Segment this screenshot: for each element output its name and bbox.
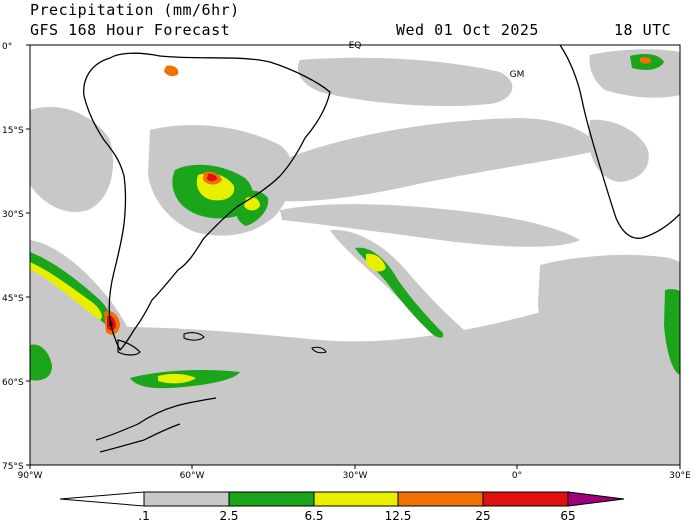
coastline-falklands — [183, 332, 205, 341]
precip-band-pacific-yellow — [30, 262, 102, 320]
precip-area-east-cyclone — [538, 254, 680, 382]
axis-ticks — [26, 44, 681, 469]
precip-area-atlantic-streaks — [260, 118, 600, 202]
lon-label-60w: 60°W — [180, 471, 205, 481]
colorbar-segment-0.1-2.5 — [143, 491, 230, 507]
precip-area-south-africa — [588, 119, 649, 182]
colorbar — [59, 491, 625, 507]
lat-label-60s: 60°S — [2, 378, 24, 388]
lon-label-30w: 30°W — [343, 471, 368, 481]
precip-band-west-edge — [30, 344, 52, 381]
chart-title: Precipitation (mm/6hr) — [30, 1, 240, 19]
precip-field — [30, 45, 680, 465]
lon-label-90w: 90°W — [18, 471, 43, 481]
coastline-south-georgia — [311, 346, 327, 354]
precip-area-north-atlantic — [297, 57, 513, 107]
colorbar-label-12.5: 12.5 — [384, 509, 412, 523]
colorbar-segment-below-0.1 — [59, 491, 145, 507]
lat-label-75s: 75°S — [2, 462, 24, 472]
coastline-tierra-del-fuego — [117, 339, 141, 356]
valid-date: Wed 01 Oct 2025 — [396, 21, 539, 39]
coastline-antarctic-peninsula — [95, 397, 217, 453]
lon-label-0: 0° — [512, 471, 522, 481]
colorbar-label-0.1: .1 — [138, 509, 150, 523]
colorbar-label-65: 65 — [560, 509, 576, 523]
precip-core-frontal-yellow — [366, 253, 386, 272]
coastline-africa — [559, 45, 680, 239]
precip-area-pacific — [30, 106, 114, 212]
precip-band-east-edge — [664, 289, 680, 375]
precip-area-southern-band — [30, 262, 680, 465]
precip-core-south-ocean-yellow — [158, 373, 196, 384]
lon-label-30e: 30°E — [669, 471, 691, 481]
colorbar-label-25: 25 — [475, 509, 491, 523]
lat-label-45s: 45°S — [2, 294, 24, 304]
colorbar-segment-2.5-6.5 — [228, 491, 315, 507]
greenwich-label: GM — [510, 70, 525, 80]
precip-core-brazil-red — [207, 173, 217, 182]
colorbar-segment-6.5-12.5 — [313, 491, 399, 507]
precip-core-north-orange — [164, 65, 179, 77]
colorbar-segment-12.5-25 — [397, 491, 484, 507]
lat-label-30s: 30°S — [2, 210, 24, 220]
precip-area-mid-atlantic — [280, 204, 580, 247]
precip-core-africa-orange — [640, 57, 652, 64]
lat-label-15s: 15°S — [2, 126, 24, 136]
colorbar-segment-above-65 — [567, 491, 625, 507]
forecast-subtitle: GFS 168 Hour Forecast — [30, 21, 231, 39]
lat-label-0: 0° — [2, 42, 12, 52]
colorbar-label-6.5: 6.5 — [304, 509, 324, 523]
colorbar-label-2.5: 2.5 — [219, 509, 239, 523]
colorbar-segment-25-65 — [482, 491, 569, 507]
equator-label: EQ — [349, 41, 362, 51]
coastline-south-america — [83, 52, 331, 352]
valid-time: 18 UTC — [614, 21, 672, 39]
